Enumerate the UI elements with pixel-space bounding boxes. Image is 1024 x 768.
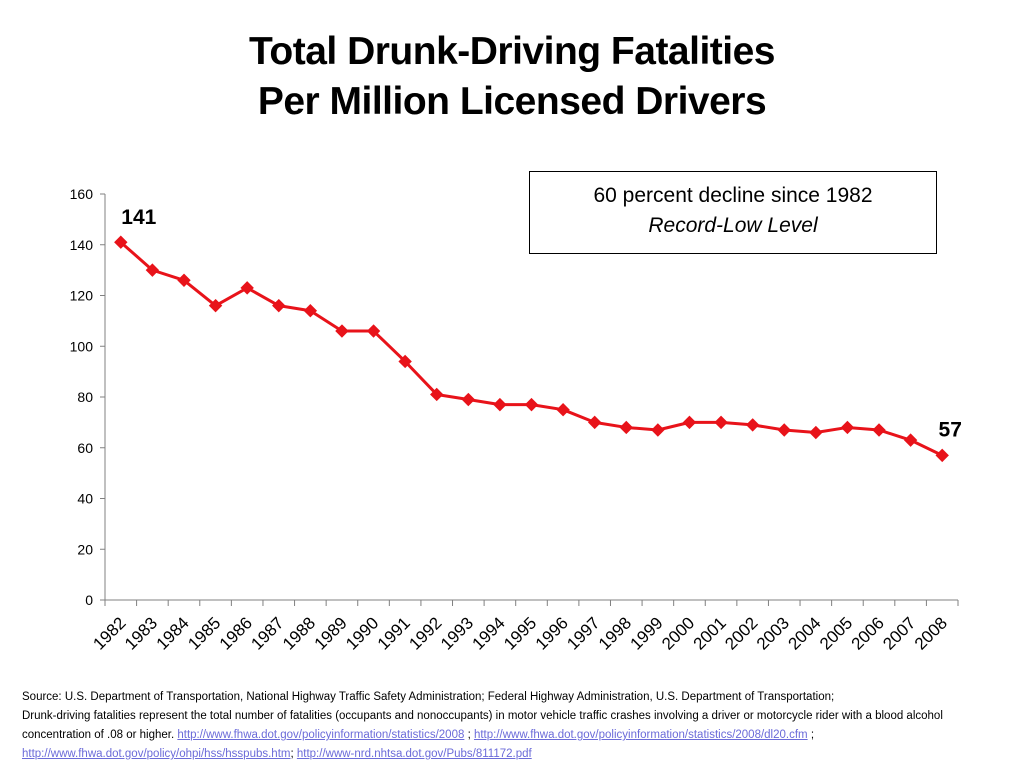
x-tick-label: 1991: [374, 613, 414, 653]
x-tick-label: 1984: [153, 613, 193, 653]
data-point: [935, 448, 949, 463]
source-link-1[interactable]: http://www.fhwa.dot.gov/policyinformatio…: [177, 729, 465, 741]
y-tick-label: 20: [77, 541, 93, 557]
source-separator: ;: [807, 729, 815, 741]
x-tick-label: 1990: [342, 613, 382, 653]
callout-line-2: Record-Low Level: [648, 214, 818, 237]
data-point: [809, 425, 823, 440]
chart-axes: [104, 194, 958, 601]
data-points: [114, 235, 949, 463]
y-tick-label: 140: [70, 237, 94, 253]
data-point: [651, 423, 665, 437]
data-point: [682, 415, 697, 430]
y-tick-label: 80: [77, 389, 93, 405]
data-point: [366, 324, 381, 338]
x-tick-label: 1992: [405, 613, 445, 653]
x-tick-label: 2007: [879, 613, 919, 653]
data-point: [177, 273, 191, 287]
y-tick-label: 60: [77, 440, 93, 456]
x-tick-label: 1988: [279, 613, 319, 653]
x-tick-label: 2006: [848, 613, 888, 653]
x-tick-label: 1999: [627, 613, 667, 653]
y-axis-ticks: 0 20 40 60 80 100 120 140 160: [70, 186, 105, 608]
data-label: 57: [939, 418, 962, 441]
data-point: [903, 433, 918, 447]
data-point: [145, 263, 160, 277]
y-tick-label: 120: [70, 288, 94, 304]
source-link-2[interactable]: http://www.fhwa.dot.gov/policyinformatio…: [473, 729, 808, 741]
x-tick-label: 1986: [216, 613, 256, 653]
data-point: [587, 415, 602, 430]
source-definition: Drunk-driving fatalities represent the t…: [22, 710, 943, 741]
data-point: [208, 298, 223, 313]
series-line-group: [119, 241, 943, 457]
data-point: [524, 397, 539, 412]
x-tick-label: 1996: [532, 613, 572, 653]
x-tick-label: 2004: [784, 613, 824, 653]
x-tick-label: 2001: [690, 613, 730, 653]
x-tick-label: 1989: [311, 613, 351, 653]
x-tick-label: 2000: [658, 613, 698, 653]
data-label: 141: [121, 206, 156, 229]
source-separator: ;: [464, 729, 474, 741]
y-tick-label: 0: [85, 592, 93, 608]
data-point: [840, 420, 855, 435]
x-tick-label: 1993: [437, 613, 477, 653]
x-tick-label: 1997: [563, 613, 603, 653]
x-axis-ticks: 1982198319841985198619871988198919901991…: [89, 600, 959, 654]
chart-title: Total Drunk-Driving Fatalities: [248, 30, 776, 73]
callout-box: 60 percent decline since 1982 Record-Low…: [529, 171, 937, 254]
source-line-1: Source: U.S. Department of Transportatio…: [22, 691, 835, 703]
x-tick-label: 2008: [911, 613, 951, 653]
data-point: [398, 354, 412, 369]
x-tick-label: 1998: [595, 613, 635, 653]
data-point: [335, 324, 349, 338]
data-point: [745, 418, 760, 432]
data-point: [461, 392, 476, 407]
source-link-4[interactable]: http://www-nrd.nhtsa.dot.gov/Pubs/811172…: [296, 748, 532, 760]
chart-subtitle: Per Million Licensed Drivers: [257, 80, 767, 123]
source-footnote: Source: U.S. Department of Transportatio…: [22, 688, 1012, 764]
data-point: [556, 402, 570, 417]
y-tick-label: 40: [77, 491, 93, 507]
x-tick-label: 1983: [121, 613, 161, 653]
y-tick-label: 160: [70, 186, 94, 202]
data-point: [240, 281, 254, 295]
data-point: [493, 397, 507, 412]
data-point: [619, 420, 633, 435]
x-tick-label: 2002: [721, 613, 761, 653]
x-tick-label: 1987: [247, 613, 287, 653]
source-link-3[interactable]: http://www.fhwa.dot.gov/policy/ohpi/hss/…: [22, 748, 291, 760]
data-point: [303, 304, 318, 318]
series-line: [119, 241, 943, 457]
x-tick-label: 1985: [184, 613, 224, 653]
data-point: [430, 387, 444, 402]
x-tick-label: 2003: [753, 613, 793, 653]
data-point: [114, 235, 128, 249]
data-point: [777, 423, 791, 437]
x-tick-label: 1982: [89, 613, 129, 653]
y-tick-label: 100: [70, 338, 94, 354]
data-point: [272, 298, 286, 313]
data-annotations: 141 57: [121, 206, 962, 441]
x-tick-label: 1995: [500, 613, 540, 653]
data-point: [714, 415, 728, 430]
x-tick-label: 1994: [469, 613, 509, 653]
x-tick-label: 2005: [816, 613, 856, 653]
callout-line-1: 60 percent decline since 1982: [593, 184, 873, 207]
data-point: [872, 423, 886, 437]
source-separator: ;: [290, 748, 297, 760]
